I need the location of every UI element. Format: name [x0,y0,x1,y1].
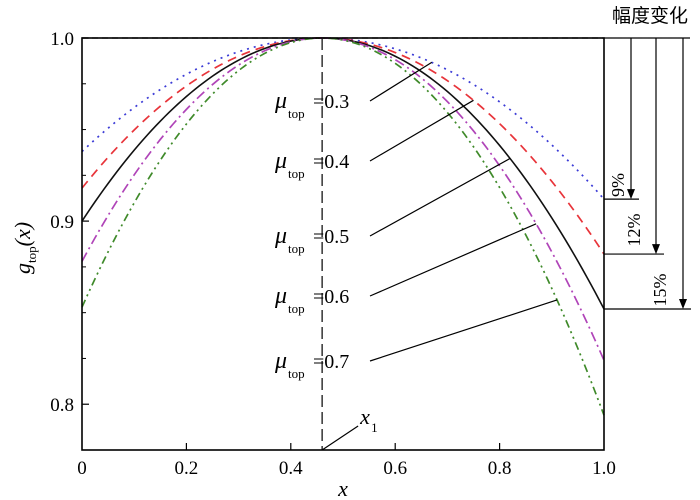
mu-value: =0.6 [313,286,349,308]
amplitude-panel: 幅度变化 9% 12% 15% [604,5,691,310]
series-line-mu-4 [81,37,605,255]
series-leader-line-mu-4 [369,99,474,162]
series-leader-line-mu-7 [369,299,558,362]
series-line-mu-7 [81,37,605,416]
amplitude-arrow-head [627,189,635,200]
amplitude-change-label: 12% [624,214,644,247]
mu-value: =0.5 [313,226,349,248]
x-axis-title: x [337,476,348,500]
series-label-mu-5: μ top =0.5 [274,223,349,256]
series-leader-line-mu-6 [369,223,537,297]
mu-value: =0.4 [313,151,349,173]
mu-value: =0.7 [313,351,349,373]
series-label-mu-6: μ top =0.6 [274,283,349,316]
peak-x-subscript: 1 [371,420,378,435]
series-leader-line-mu-3 [369,61,433,102]
amplitude-title: 幅度变化 [612,5,688,27]
plot-frame [81,37,605,451]
series-label-mu-4: μ top =0.4 [274,148,349,181]
series-leader-line-mu-5 [369,157,511,237]
mu-symbol: μ [274,148,287,174]
x-tick-label: 0.6 [383,458,407,479]
x-tick-label: 1.0 [592,458,616,479]
x-tick-label: 0.8 [488,458,512,479]
y-tick-label: 0.9 [50,212,74,233]
series-line-mu-3 [81,37,605,200]
x-tick-label: 0.4 [279,458,303,479]
amplitude-arrow-head [652,244,660,255]
peak-leader-line [321,425,359,451]
mu-symbol: μ [274,283,287,309]
peak-x-symbol: x [359,404,370,429]
mu-subscript: top [288,106,305,121]
series-line-mu-5 [81,37,605,310]
mu-subscript: top [288,301,305,316]
mu-symbol: μ [274,223,287,249]
mu-subscript: top [288,166,305,181]
y-tick-label: 1.0 [50,29,74,50]
y-axis-title: gtop(x) [10,222,39,274]
mu-value: =0.3 [313,91,349,113]
amplitude-change-label: 15% [650,274,670,307]
mu-symbol: μ [274,88,287,114]
series-line-mu-6 [81,37,605,361]
mu-symbol: μ [274,348,287,374]
amplitude-arrow-head [679,299,687,310]
series-layer [81,37,605,416]
series-label-mu-3: μ top =0.3 [274,88,349,121]
mu-subscript: top [288,241,305,256]
x-tick-label: 0.2 [175,458,199,479]
x-tick-label: 0 [77,458,87,479]
y-tick-label: 0.8 [50,395,74,416]
amplitude-change-label: 9% [608,173,628,197]
series-label-mu-7: μ top =0.7 [274,348,349,381]
axis-layer: 0 0.2 0.4 0.6 0.8 1.0 0.8 0.9 1.0 x gtop(x) [10,29,616,500]
mu-subscript: top [288,366,305,381]
annotation-layer: μ top=0.3μ top=0.4μ top=0.5μ top=0.6μ top=0.7… [274,61,558,451]
